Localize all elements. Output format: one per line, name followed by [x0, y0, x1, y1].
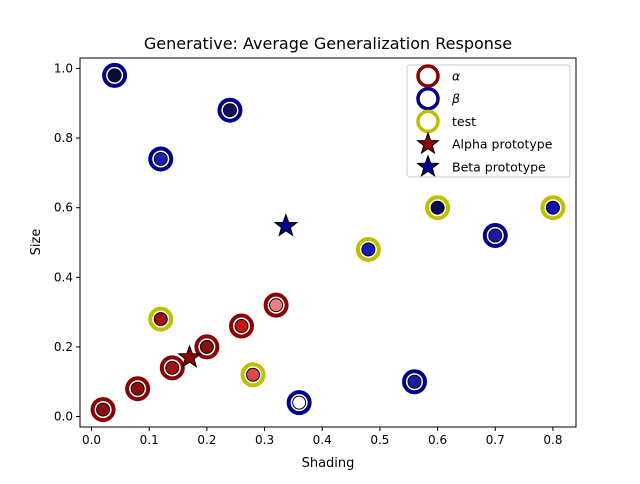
legend-ring-marker	[416, 86, 440, 111]
alpha-point-fill	[96, 402, 111, 417]
axes-frame	[79, 57, 577, 428]
x-tick-label: 0.0	[82, 433, 101, 447]
alpha-prototype-star	[177, 344, 202, 368]
y-tick-label: 0.8	[54, 131, 73, 145]
legend: αβ test Alpha prototype Beta prototype	[406, 64, 571, 178]
legend-ring-marker	[416, 109, 440, 134]
x-tick-label: 0.6	[428, 433, 447, 447]
alpha-point-fill	[165, 360, 180, 375]
legend-ring-marker	[416, 64, 440, 88]
test-point-fill	[545, 200, 560, 215]
legend-label: test	[452, 114, 476, 129]
beta-point-fill	[488, 228, 503, 243]
x-tick-label: 0.4	[313, 433, 332, 447]
alpha-point-fill	[234, 319, 249, 334]
y-tick-label: 0.0	[54, 410, 73, 424]
y-tick-label: 1.0	[54, 61, 73, 75]
beta-point-fill	[107, 68, 122, 83]
legend-star-marker	[416, 154, 440, 177]
chart-title: Generative: Average Generalization Respo…	[144, 34, 512, 53]
beta-point-fill	[153, 151, 168, 166]
alpha-point-fill	[269, 298, 284, 313]
legend-label: α	[452, 69, 461, 84]
beta-prototype-star	[273, 213, 299, 237]
beta-point-fill	[292, 395, 307, 410]
legend-label: Beta prototype	[452, 159, 546, 174]
y-axis-ticks: 0.0 0.2 0.4 0.6 0.8 1.0	[54, 61, 80, 424]
x-axis-label: Shading	[302, 456, 355, 471]
x-tick-label: 0.7	[486, 433, 505, 447]
y-tick-label: 0.6	[54, 201, 73, 215]
legend-label: β	[451, 91, 460, 106]
x-axis-ticks: 0.0 0.1 0.2 0.3 0.4 0.5 0.6 0.7 0.8	[82, 427, 562, 447]
legend-label: Alpha prototype	[452, 137, 553, 152]
y-axis-label: Size	[29, 229, 44, 256]
data-marks	[90, 62, 566, 423]
beta-point-fill	[407, 374, 422, 389]
y-tick-label: 0.2	[54, 340, 73, 354]
test-point-fill	[361, 242, 376, 257]
alpha-point-fill	[130, 381, 145, 396]
x-tick-label: 0.8	[543, 433, 562, 447]
x-tick-label: 0.5	[370, 433, 389, 447]
test-point-fill	[430, 200, 445, 215]
beta-point-fill	[222, 103, 237, 118]
test-point-fill	[246, 367, 261, 382]
x-tick-label: 0.1	[140, 433, 159, 447]
legend-star-marker	[416, 131, 440, 155]
y-tick-label: 0.4	[54, 270, 73, 284]
x-tick-label: 0.2	[197, 433, 216, 447]
test-point-fill	[153, 312, 168, 327]
x-tick-label: 0.3	[255, 433, 274, 447]
alpha-point-fill	[199, 339, 214, 354]
legend-box	[406, 64, 571, 178]
